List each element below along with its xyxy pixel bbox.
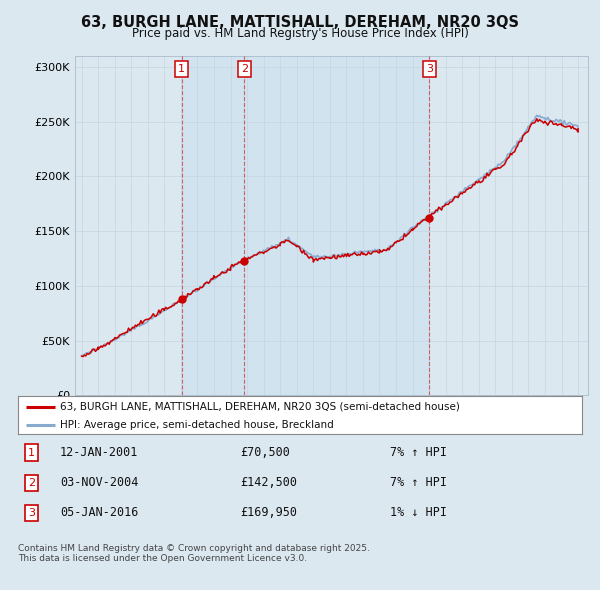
Text: 63, BURGH LANE, MATTISHALL, DEREHAM, NR20 3QS: 63, BURGH LANE, MATTISHALL, DEREHAM, NR2… — [81, 15, 519, 30]
Text: 3: 3 — [28, 508, 35, 517]
Text: 2: 2 — [241, 64, 248, 74]
Bar — [244, 56, 430, 395]
Text: This data is licensed under the Open Government Licence v3.0.: This data is licensed under the Open Gov… — [18, 555, 307, 563]
Text: £169,950: £169,950 — [240, 506, 297, 519]
Text: 7% ↑ HPI: 7% ↑ HPI — [390, 476, 447, 489]
Text: 7% ↑ HPI: 7% ↑ HPI — [390, 446, 447, 459]
Text: 03-NOV-2004: 03-NOV-2004 — [60, 476, 139, 489]
Bar — [182, 56, 244, 395]
Text: 05-JAN-2016: 05-JAN-2016 — [60, 506, 139, 519]
Text: 2: 2 — [28, 478, 35, 487]
Text: 1: 1 — [178, 64, 185, 74]
Text: £70,500: £70,500 — [240, 446, 290, 459]
Text: Contains HM Land Registry data © Crown copyright and database right 2025.: Contains HM Land Registry data © Crown c… — [18, 544, 370, 553]
Text: HPI: Average price, semi-detached house, Breckland: HPI: Average price, semi-detached house,… — [60, 421, 334, 431]
Text: 1: 1 — [28, 448, 35, 457]
Text: £142,500: £142,500 — [240, 476, 297, 489]
Text: 63, BURGH LANE, MATTISHALL, DEREHAM, NR20 3QS (semi-detached house): 63, BURGH LANE, MATTISHALL, DEREHAM, NR2… — [60, 402, 460, 411]
Text: Price paid vs. HM Land Registry's House Price Index (HPI): Price paid vs. HM Land Registry's House … — [131, 27, 469, 40]
Text: 3: 3 — [426, 64, 433, 74]
Text: 1% ↓ HPI: 1% ↓ HPI — [390, 506, 447, 519]
Text: 12-JAN-2001: 12-JAN-2001 — [60, 446, 139, 459]
